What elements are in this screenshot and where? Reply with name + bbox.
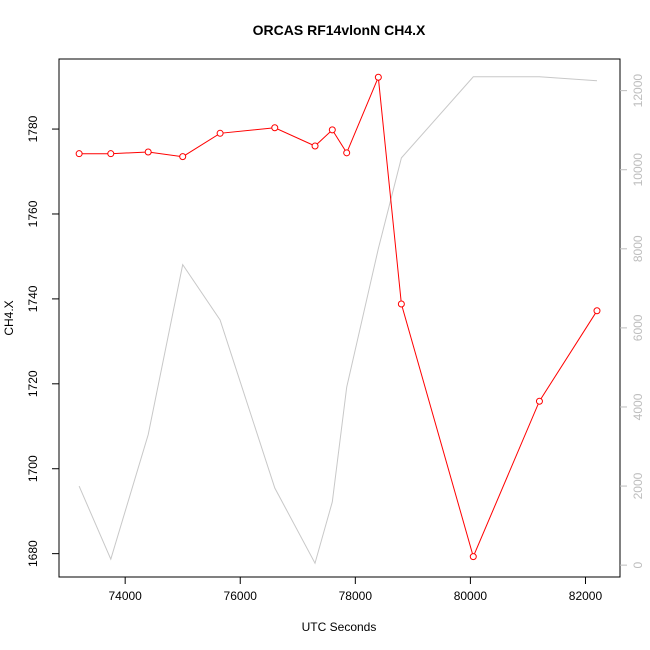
series-layer <box>75 73 601 565</box>
ch4-data-point <box>343 149 351 157</box>
y-tick-label: 1720 <box>26 370 40 397</box>
y-tick-label: 1740 <box>26 285 40 312</box>
y-tick-label: 1680 <box>26 540 40 567</box>
plot-frame <box>58 58 621 578</box>
ch4-data-point <box>107 150 115 158</box>
y2-tick-label: 2000 <box>631 472 645 499</box>
ch4-data-point <box>535 397 543 405</box>
x-tick-label: 74000 <box>108 589 142 603</box>
x-tick-label: 76000 <box>224 589 258 603</box>
ch4-data-point <box>593 307 601 315</box>
y-tick-label: 1760 <box>26 200 40 227</box>
ch4-data-point <box>216 129 224 137</box>
y2-tick-label: 10000 <box>631 153 645 187</box>
ch4-data-point <box>311 142 319 150</box>
x-tick-label: 78000 <box>339 589 373 603</box>
y2-tick-label: 8000 <box>631 235 645 262</box>
y2-tick-label: 0 <box>631 561 645 568</box>
x-tick-label: 80000 <box>454 589 488 603</box>
ch4-data-point <box>469 553 477 561</box>
x-axis-label: UTC Seconds <box>302 620 377 634</box>
axes: 74000 76000 78000 80000 82000168017001720174… <box>26 74 645 603</box>
y-tick-label: 1780 <box>26 115 40 142</box>
y-tick-label: 1700 <box>26 455 40 482</box>
ch4-data-point <box>397 300 405 308</box>
x-tick-label: 82000 <box>569 589 603 603</box>
ch4-data-point <box>75 150 83 158</box>
ch4-data-point <box>374 73 382 81</box>
y-axis-label: CH4.X <box>2 300 16 335</box>
y2-tick-label: 12000 <box>631 74 645 108</box>
ch4-series-line <box>79 77 598 559</box>
ch4-data-point <box>179 153 187 161</box>
altitude-series-line <box>78 76 598 565</box>
chart-title: ORCAS RF14vlonN CH4.X <box>253 22 426 38</box>
ch4-data-point <box>144 148 152 156</box>
y2-tick-label: 4000 <box>631 393 645 420</box>
ch4-data-point <box>328 126 336 134</box>
ch4-data-point <box>271 124 279 132</box>
y2-tick-label: 6000 <box>631 314 645 341</box>
